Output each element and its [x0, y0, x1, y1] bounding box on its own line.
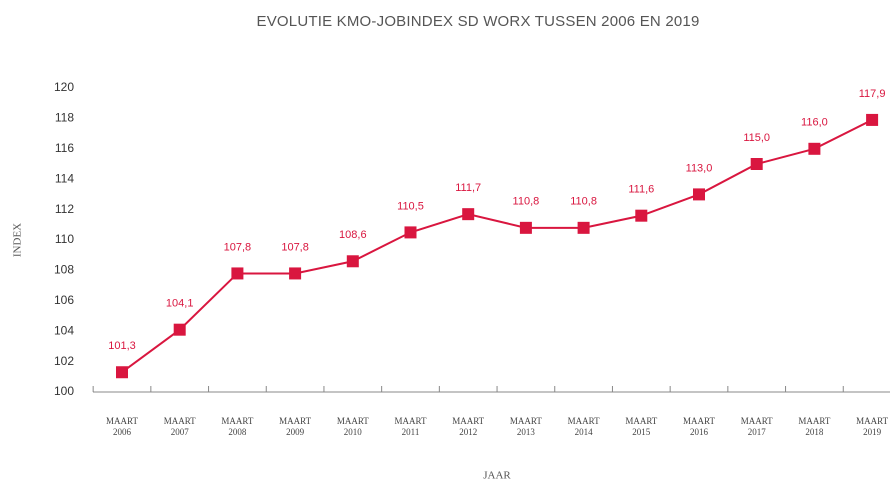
marker	[116, 366, 128, 379]
y-tick-label: 114	[55, 171, 74, 185]
data-label: 116,0	[801, 117, 828, 129]
x-tick-label: MAART 2014	[568, 416, 600, 437]
x-tick-label-line: MAART	[221, 416, 253, 426]
x-tick-label-line: 2013	[517, 427, 536, 437]
x-tick-label-line: 2008	[228, 427, 247, 437]
x-tick-label-line: MAART	[510, 416, 542, 426]
y-tick-label: 102	[54, 354, 74, 368]
marker	[808, 142, 821, 155]
data-label: 111,6	[628, 184, 654, 196]
x-tick-label-line: 2011	[402, 427, 420, 437]
x-tick-label-line: MAART	[741, 416, 773, 426]
y-tick-label: 116	[55, 141, 74, 155]
x-tick-label-line: MAART	[568, 416, 600, 426]
data-label: 107,8	[281, 241, 309, 253]
marker	[866, 113, 879, 126]
marker	[346, 255, 359, 268]
x-tick-label: MAART 2011	[395, 416, 427, 437]
x-tick-label: MAART 2010	[337, 416, 369, 437]
y-tick-label: 104	[54, 323, 74, 337]
x-tick-label-line: MAART	[337, 416, 369, 426]
marker	[693, 188, 705, 201]
data-label: 117,9	[859, 88, 886, 100]
marker	[577, 221, 590, 234]
y-axis-label: INDEX	[12, 223, 24, 257]
x-tick-label: MAART 2015	[625, 416, 657, 437]
x-tick-label: MAART 2012	[452, 416, 484, 437]
x-tick-label-line: MAART	[798, 416, 830, 426]
series-line	[121, 119, 873, 374]
marker	[404, 226, 417, 239]
y-tick-label: 120	[54, 80, 74, 94]
x-tick-label: MAART 2016	[683, 416, 715, 437]
x-tick-label: MAART 2017	[741, 416, 773, 437]
data-label: 110,5	[397, 200, 424, 212]
data-label: 110,8	[513, 196, 540, 208]
y-tick-label: 100	[54, 384, 74, 398]
data-label: 104,1	[166, 298, 194, 310]
x-tick-label-line: MAART	[856, 416, 888, 426]
x-tick-label: MAART 2013	[510, 416, 542, 437]
x-tick-label-line: 2018	[805, 427, 824, 437]
x-tick-label-line: MAART	[683, 416, 715, 426]
x-tick-label-line: MAART	[106, 416, 138, 426]
x-tick-label: MAART 2018	[798, 416, 830, 437]
y-tick-label: 110	[55, 232, 74, 246]
x-tick-label-line: 2019	[863, 427, 882, 437]
x-tick-label-line: MAART	[279, 416, 311, 426]
y-tick-label: 112	[55, 202, 74, 216]
chart-title: EVOLUTIE KMO-JOBINDEX SD WORX TUSSEN 200…	[257, 13, 700, 30]
x-tick-label-line: 2016	[690, 427, 709, 437]
x-tick-label-line: MAART	[164, 416, 196, 426]
y-tick-label: 106	[54, 293, 74, 307]
x-tick-label: MAART 2006	[106, 416, 138, 437]
x-tick-label-line: 2006	[113, 427, 132, 437]
x-tick-label: MAART 2008	[221, 416, 253, 437]
marker	[173, 323, 186, 336]
data-label: 107,8	[224, 241, 252, 253]
marker	[289, 267, 302, 280]
data-label: 108,6	[339, 229, 367, 241]
marker	[231, 267, 244, 280]
x-tick-label-line: 2007	[171, 427, 190, 437]
x-tick-label-line: 2010	[344, 427, 363, 437]
marker	[462, 208, 475, 221]
y-tick-label: 118	[55, 111, 74, 125]
data-label: 115,0	[743, 132, 770, 144]
x-axis-label: JAAR	[483, 470, 511, 482]
data-label: 113,0	[686, 162, 713, 174]
marker	[519, 221, 532, 234]
data-label: 111,7	[455, 182, 481, 194]
x-tick-label-line: MAART	[625, 416, 657, 426]
x-tick-label-line: 2009	[286, 427, 305, 437]
x-tick-label: MAART 2009	[279, 416, 311, 437]
x-tick-label-line: MAART	[395, 416, 427, 426]
x-tick-label-line: 2012	[459, 427, 477, 437]
x-tick-label-line: MAART	[452, 416, 484, 426]
x-tick-label-line: 2017	[748, 427, 767, 437]
x-tick-label-line: 2015	[632, 427, 651, 437]
data-label: 101,3	[108, 340, 136, 352]
x-tick-label: MAART 2019	[856, 416, 888, 437]
data-label: 110,8	[570, 196, 597, 208]
x-tick-label: MAART 2007	[164, 416, 196, 437]
y-tick-label: 108	[54, 263, 74, 277]
marker	[750, 158, 763, 170]
marker	[635, 209, 648, 222]
x-tick-label-line: 2014	[575, 427, 594, 437]
